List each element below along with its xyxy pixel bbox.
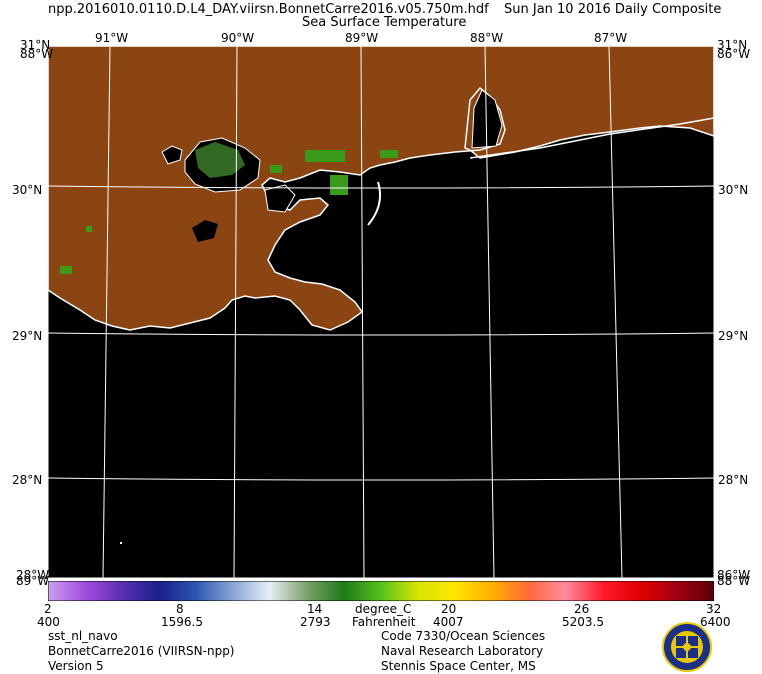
barrier-islands [469, 117, 715, 159]
lon-label-89: 89°W [345, 31, 379, 45]
cbar-c-tick-0: 2 [44, 602, 52, 616]
cbar-f-tick-5: 6400 [700, 615, 731, 629]
cbar-f-tick-3: 4007 [433, 615, 464, 629]
footer-algorithm: sst_nl_navo [48, 629, 118, 643]
cbar-c-tick-1: 8 [176, 602, 184, 616]
cbar-c-tick-4: 26 [574, 602, 590, 616]
product-title: Sea Surface Temperature [302, 15, 467, 30]
lake-maurepas [161, 145, 183, 165]
lake-pontchartrain-veg [195, 142, 245, 178]
file-name: npp.2016010.0110.D.L4_DAY.viirsn.BonnetC… [48, 2, 489, 17]
lon-label-87: 87°W [594, 31, 628, 45]
ocean-speck [120, 542, 122, 544]
lon-label-88: 88°W [470, 31, 504, 45]
composite-date: Sun Jan 10 2016 Daily Composite [504, 2, 722, 17]
cbar-f-tick-2: 2793 [300, 615, 331, 629]
cbar-f-tick-1: 1596.5 [161, 615, 203, 629]
corner-bottom-left-sub: 89°W [16, 574, 50, 588]
corner-top-right: 31°N [717, 38, 748, 52]
corner-top-right-sub: 86°W [717, 47, 751, 61]
lac-des-allemands [192, 220, 218, 242]
lake-borgne [264, 184, 296, 213]
corner-bottom-right: 86°W [717, 568, 751, 582]
lon-label-91: 91°W [95, 31, 129, 45]
lat-label-30-right: 30°N [718, 183, 749, 197]
chandeleur-islands [367, 181, 381, 226]
mobile-bay [471, 89, 503, 149]
colorbar [48, 581, 714, 601]
lat-label-30-left: 30°N [12, 183, 43, 197]
cbar-c-tick-3: 20 [441, 602, 457, 616]
cbar-f-tick-4: 5203.5 [562, 615, 604, 629]
cbar-unit-f: Fahrenheit [352, 615, 416, 629]
lat-label-28-left: 28°N [12, 473, 43, 487]
graticule [47, 45, 715, 579]
footer-org-location: Stennis Space Center, MS [381, 659, 536, 673]
corner-top-left: 31°N [20, 38, 51, 52]
map-frame [47, 45, 715, 579]
cbar-c-tick-2: 14 [307, 602, 323, 616]
corner-bottom-right-sub: 88°W [717, 574, 751, 588]
nrl-seal-logo [662, 622, 712, 672]
lon-label-90: 90°W [221, 31, 255, 45]
cbar-f-tick-0: 400 [37, 615, 60, 629]
lat-label-29-right: 29°N [718, 329, 749, 343]
corner-top-left-sub: 88°W [20, 47, 54, 61]
footer-org-name: Naval Research Laboratory [381, 644, 544, 658]
cbar-unit-c: degree_C [355, 602, 412, 616]
coastal-vegetation [60, 150, 398, 274]
lat-label-28-right: 28°N [718, 473, 749, 487]
lat-label-29-left: 29°N [12, 329, 43, 343]
footer-org-code: Code 7330/Ocean Sciences [381, 629, 546, 643]
corner-bottom-left: 28°W [16, 568, 50, 582]
footer-dataset: BonnetCarre2016 (VIIRSN-npp) [48, 644, 235, 658]
land-area [47, 45, 715, 331]
footer-version: Version 5 [48, 659, 104, 673]
cbar-c-tick-5: 32 [706, 602, 722, 616]
